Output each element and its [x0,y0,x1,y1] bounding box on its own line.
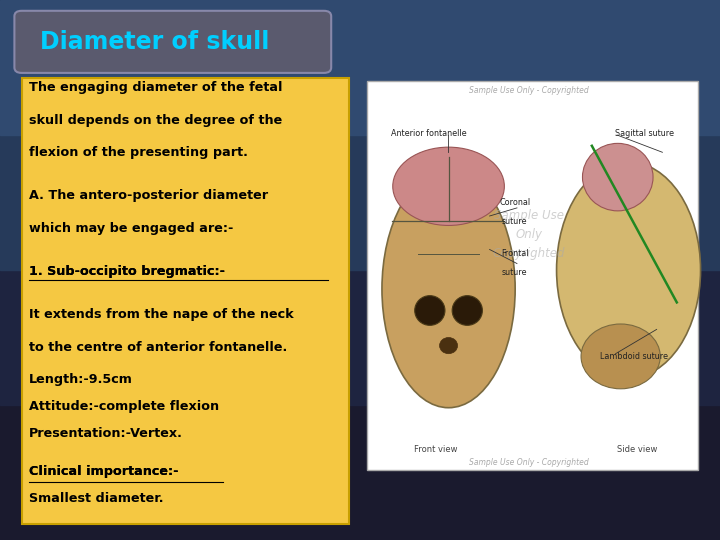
Text: which may be engaged are:-: which may be engaged are:- [29,222,233,235]
Text: 1. Sub-occipito bregmatic:-: 1. Sub-occipito bregmatic:- [29,265,225,278]
Text: Sample Use Only - Copyrighted: Sample Use Only - Copyrighted [469,86,589,95]
Text: It extends from the nape of the neck: It extends from the nape of the neck [29,308,294,321]
Ellipse shape [439,338,458,354]
Text: Lambdoid suture: Lambdoid suture [600,352,667,361]
Text: Coronal: Coronal [499,198,531,207]
Text: suture: suture [502,217,528,226]
Text: Side view: Side view [617,445,657,454]
Text: Only: Only [516,228,543,241]
Text: A. The antero-posterior diameter: A. The antero-posterior diameter [29,190,268,202]
Ellipse shape [581,324,660,389]
Text: Presentation:-Vertex.: Presentation:-Vertex. [29,427,183,440]
Bar [0,135,720,270]
Text: Frontal: Frontal [501,249,528,258]
Ellipse shape [582,143,653,211]
Text: 1. Sub-occipito bregmatic:-: 1. Sub-occipito bregmatic:- [29,265,225,278]
Ellipse shape [557,162,701,378]
FancyBboxPatch shape [367,81,698,470]
Text: flexion of the presenting part.: flexion of the presenting part. [29,146,248,159]
Text: Diameter of skull: Diameter of skull [40,30,269,54]
Text: to the centre of anterior fontanelle.: to the centre of anterior fontanelle. [29,341,287,354]
Text: Sample Use Only - Copyrighted: Sample Use Only - Copyrighted [469,458,589,467]
Bar [0,405,720,540]
Text: Anterior fontanelle: Anterior fontanelle [390,130,467,138]
Text: Sample Use: Sample Use [494,210,564,222]
Text: Front view: Front view [414,445,457,454]
Text: Clinical importance:-: Clinical importance:- [29,465,179,478]
Text: The engaging diameter of the fetal: The engaging diameter of the fetal [29,82,282,94]
Text: suture: suture [502,268,528,277]
Ellipse shape [393,147,504,226]
Ellipse shape [382,170,516,408]
Text: Attitude:-complete flexion: Attitude:-complete flexion [29,400,219,413]
Text: Clinical importance:-: Clinical importance:- [29,465,179,478]
Bar [0,270,720,405]
Text: Smallest diameter.: Smallest diameter. [29,492,163,505]
Ellipse shape [415,295,445,325]
Text: skull depends on the degree of the: skull depends on the degree of the [29,114,282,127]
Ellipse shape [452,295,482,325]
Bar [0,0,720,135]
Text: Length:-9.5cm: Length:-9.5cm [29,373,132,386]
Text: Copyrighted: Copyrighted [493,247,565,260]
FancyBboxPatch shape [22,78,349,524]
FancyBboxPatch shape [14,11,331,73]
Text: Sagittal suture: Sagittal suture [615,130,674,138]
